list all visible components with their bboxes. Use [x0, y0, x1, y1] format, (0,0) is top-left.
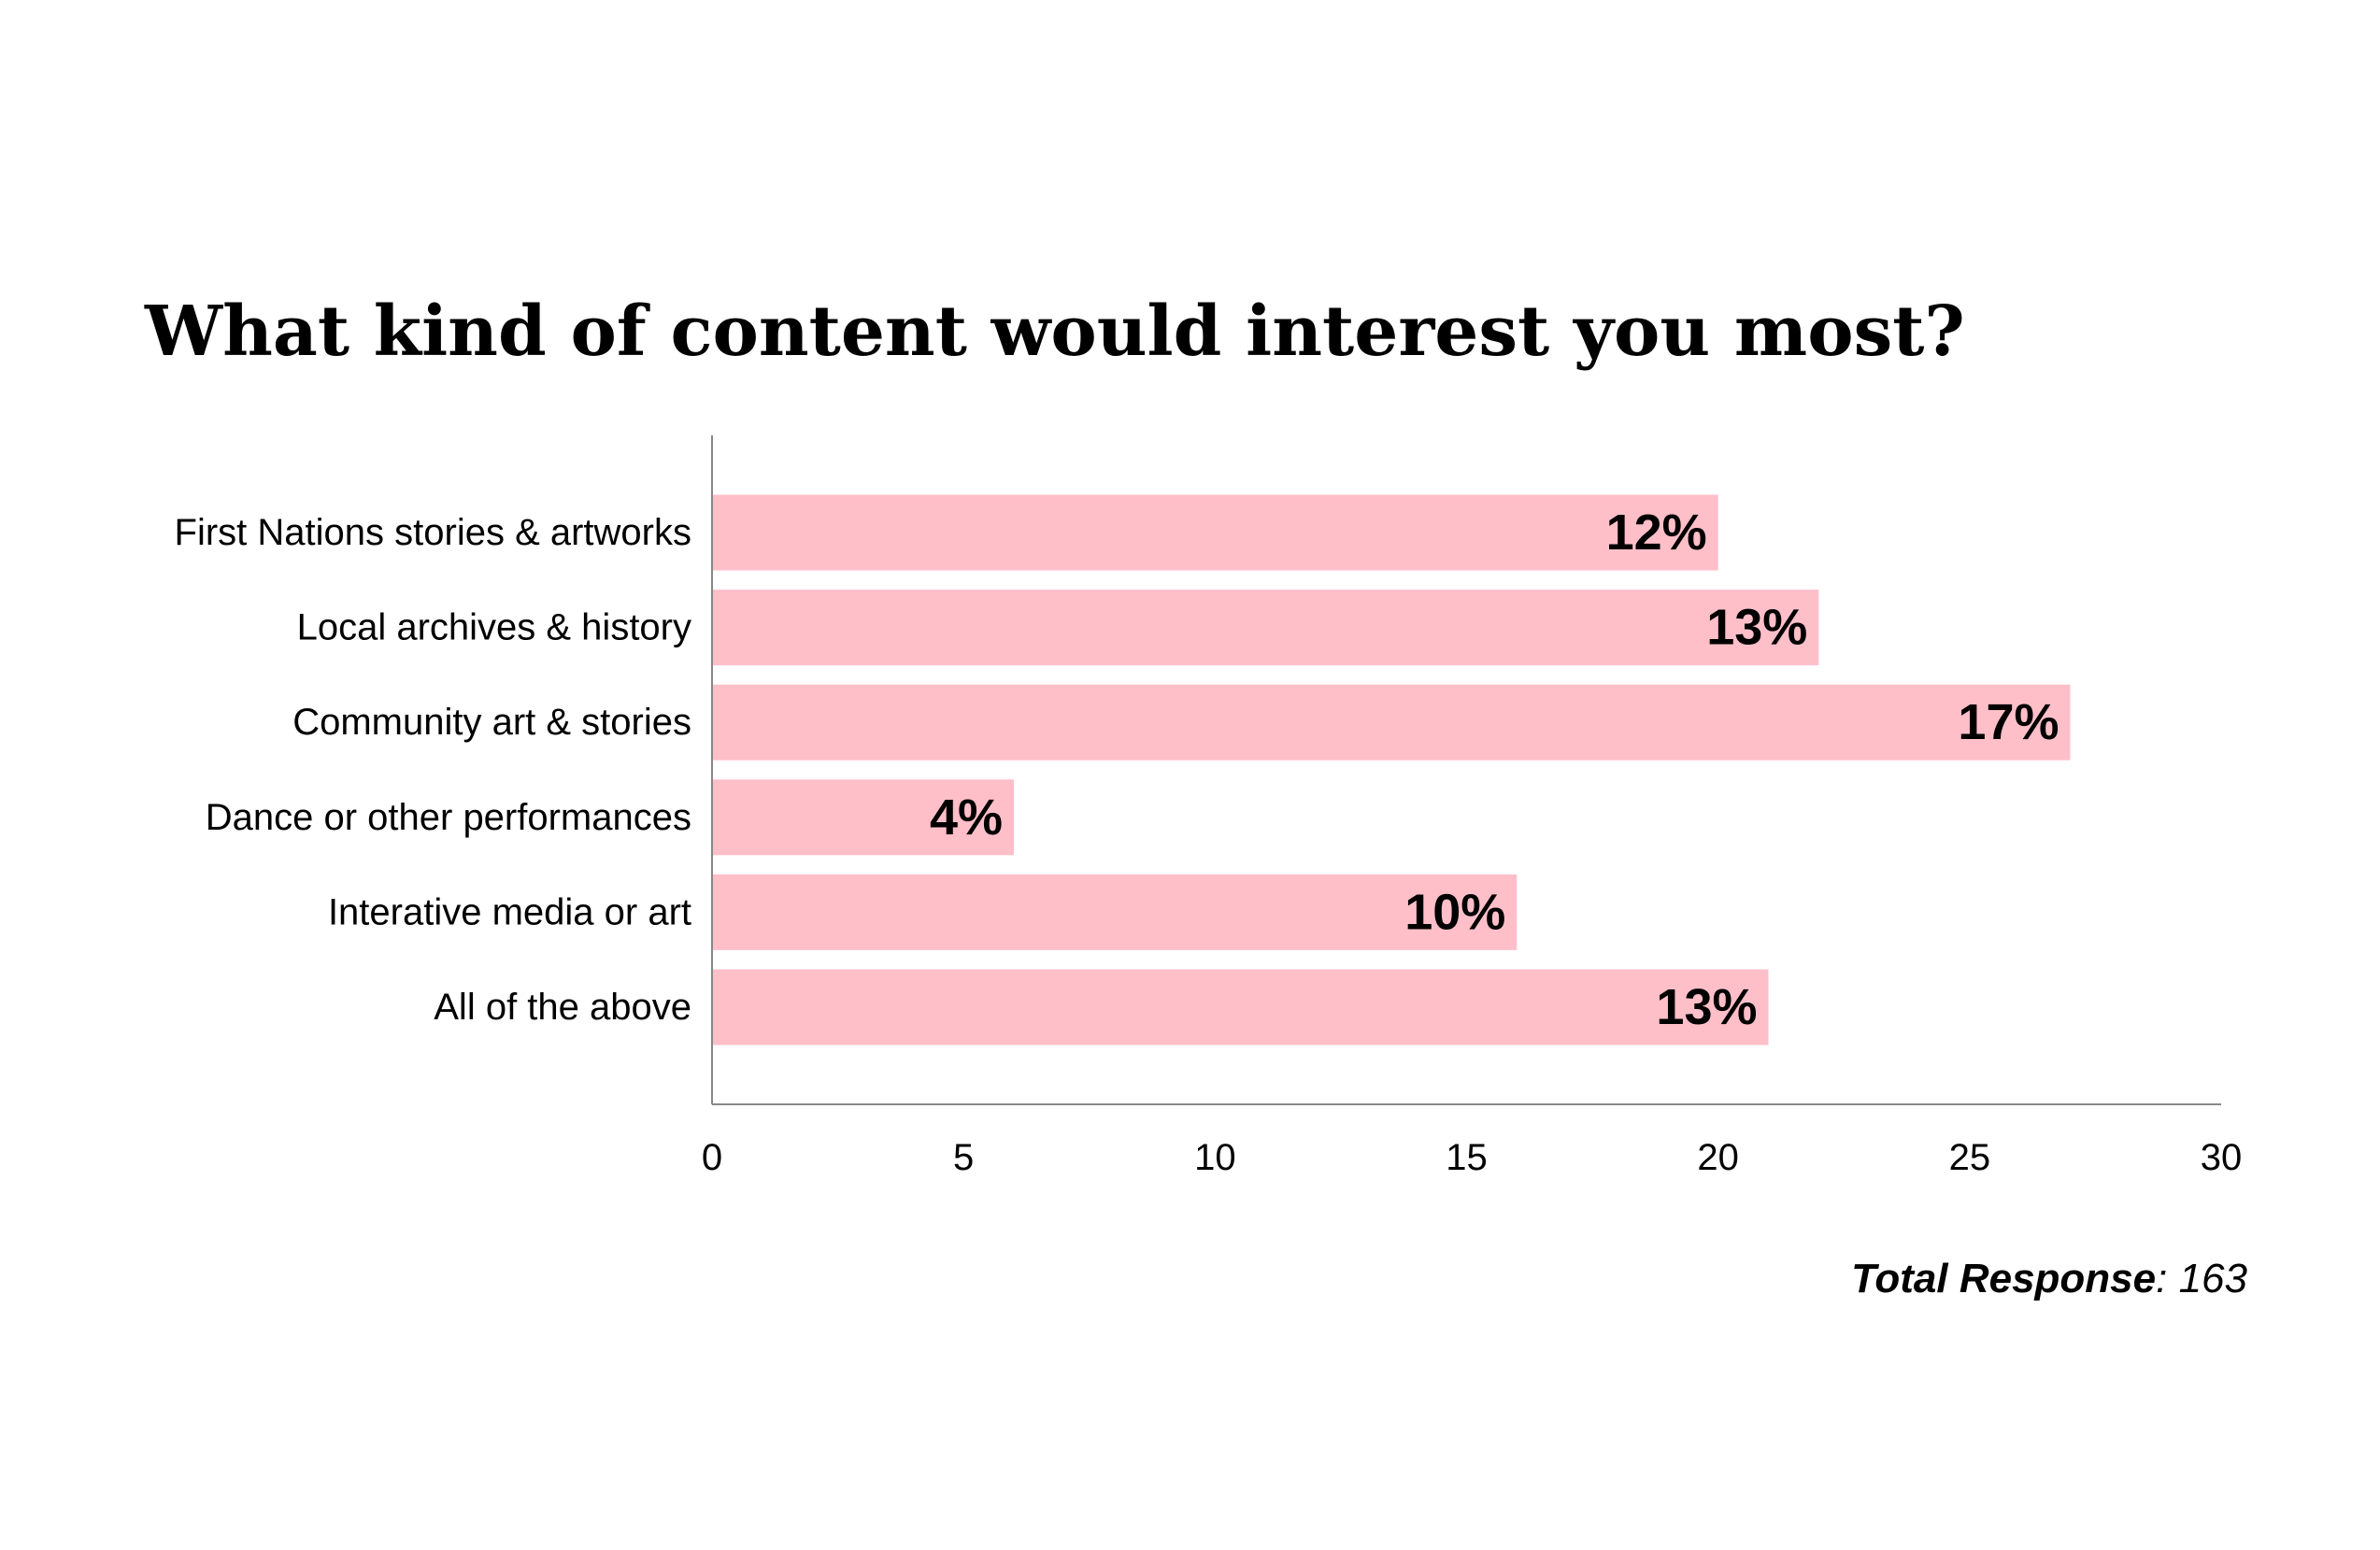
category-label: All of the above [434, 987, 691, 1028]
total-response-value: 163 [2179, 1256, 2248, 1301]
data-label: 4% [930, 789, 1003, 846]
data-labels-group: 12% 13% 17% 4% 10% 13% [930, 505, 2059, 1035]
data-label: 12% [1606, 505, 1707, 561]
category-label: Interative media or art [328, 891, 691, 932]
x-tick-label: 10 [1194, 1137, 1236, 1178]
bar [712, 494, 1718, 571]
bar [712, 874, 1518, 950]
x-tick-labels-group: 0 5 10 15 20 25 30 [702, 1137, 2242, 1178]
data-label: 13% [1656, 979, 1757, 1035]
data-label: 10% [1404, 884, 1505, 940]
chart-title: What kind of content would interest you … [144, 292, 1965, 372]
bar [712, 779, 1014, 856]
bar [712, 684, 2071, 761]
data-label: 17% [1958, 694, 2059, 750]
category-label: Dance or other performances [206, 797, 691, 838]
data-label: 13% [1706, 600, 1807, 656]
x-tick-label: 20 [1697, 1137, 1739, 1178]
bars-group [712, 494, 2071, 1045]
category-label: First Nations stories & artworks [175, 512, 691, 553]
bar [712, 590, 1819, 666]
x-tick-label: 0 [702, 1137, 722, 1178]
total-response-label: Total Response [1851, 1256, 2156, 1301]
category-label: Community art & stories [292, 702, 691, 743]
bar [712, 969, 1769, 1045]
x-tick-label: 30 [2201, 1137, 2243, 1178]
total-response-note: Total Response: 163 [1851, 1256, 2247, 1301]
category-label: Local archives & history [297, 607, 691, 648]
total-response-separator: : [2156, 1256, 2178, 1301]
x-tick-label: 5 [953, 1137, 974, 1178]
category-labels-group: First Nations stories & artworks Local ar… [175, 512, 691, 1028]
x-tick-label: 25 [1949, 1137, 1991, 1178]
x-tick-label: 15 [1446, 1137, 1488, 1178]
